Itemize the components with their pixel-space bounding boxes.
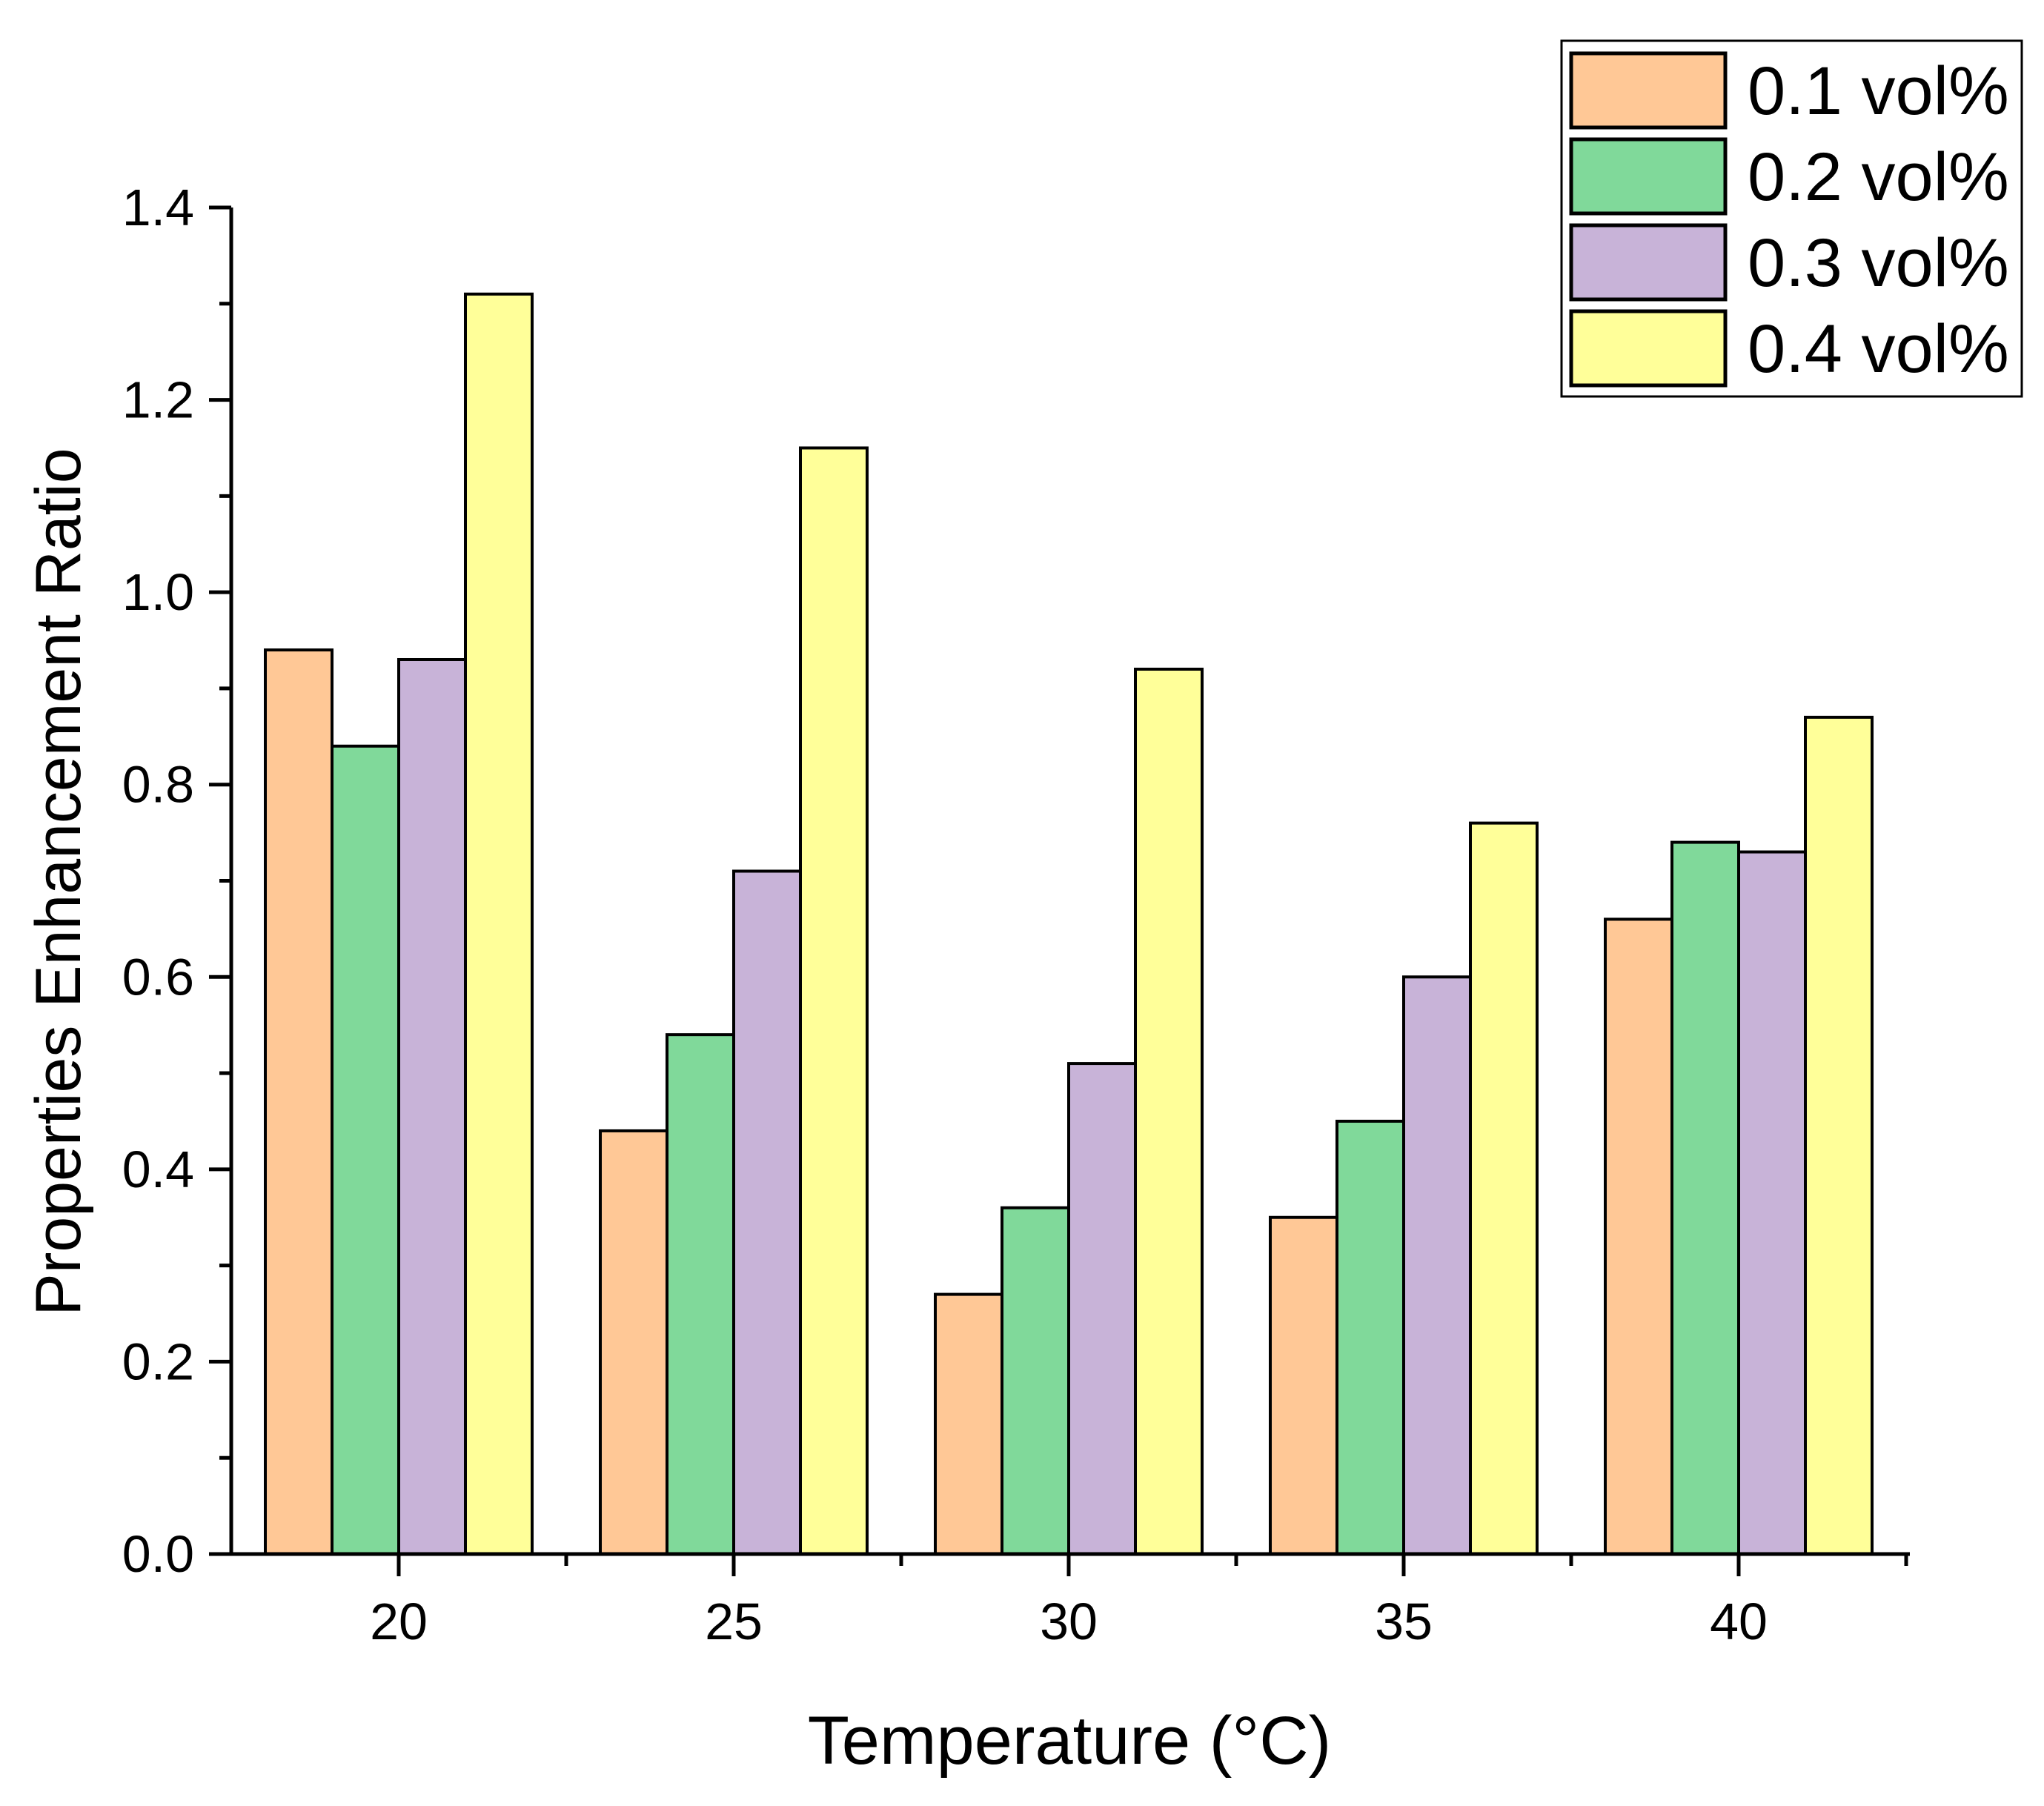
legend: 0.1 vol% 0.2 vol% 0.3 vol% 0.4 vol% bbox=[1560, 39, 2023, 398]
y-tick-label: 1.2 bbox=[122, 371, 194, 429]
tick-labels: 0.0 0.2 0.4 0.6 0.8 1.0 1.2 1.4 20 25 30 35 40 bbox=[122, 179, 1768, 1650]
y-tick-label: 0.4 bbox=[122, 1141, 194, 1198]
bar-20-0-1-vol- bbox=[264, 648, 334, 1556]
y-tick-label: 0.6 bbox=[122, 948, 194, 1006]
bar-35-0-3-vol- bbox=[1402, 975, 1472, 1556]
bar-25-0-4-vol- bbox=[799, 446, 869, 1556]
legend-label: 0.1 vol% bbox=[1748, 53, 2009, 129]
legend-swatch bbox=[1569, 309, 1728, 388]
x-tick-label: 25 bbox=[705, 1593, 763, 1650]
y-tick-label: 1.0 bbox=[122, 563, 194, 621]
legend-label: 0.3 vol% bbox=[1748, 225, 2009, 301]
bar-40-0-2-vol- bbox=[1670, 840, 1740, 1556]
y-axis-title: Properties Enhancement Ratio bbox=[23, 448, 94, 1315]
bar-25-0-3-vol- bbox=[732, 869, 802, 1556]
x-tick-label: 20 bbox=[370, 1593, 428, 1650]
bar-25-0-1-vol- bbox=[599, 1129, 668, 1556]
y-tick-label: 0.2 bbox=[122, 1332, 194, 1390]
bar-20-0-4-vol- bbox=[464, 292, 534, 1556]
bars bbox=[264, 292, 1874, 1556]
bar-40-0-4-vol- bbox=[1804, 715, 1874, 1556]
bar-20-0-3-vol- bbox=[397, 657, 467, 1556]
x-tick-label: 35 bbox=[1375, 1593, 1433, 1650]
bar-35-0-4-vol- bbox=[1469, 821, 1539, 1556]
legend-label: 0.4 vol% bbox=[1748, 311, 2009, 387]
bar-35-0-1-vol- bbox=[1269, 1215, 1338, 1556]
x-axis-title: Temperature (°C) bbox=[808, 1703, 1332, 1779]
bar-30-0-4-vol- bbox=[1134, 667, 1204, 1556]
x-tick-label: 30 bbox=[1040, 1593, 1098, 1650]
y-tick-label: 0.0 bbox=[122, 1525, 194, 1583]
legend-swatch bbox=[1569, 223, 1728, 302]
legend-label: 0.2 vol% bbox=[1748, 139, 2009, 215]
legend-swatch bbox=[1569, 137, 1728, 216]
y-tick-label: 1.4 bbox=[122, 179, 194, 236]
bar-30-0-1-vol- bbox=[934, 1292, 1003, 1556]
bar-30-0-3-vol- bbox=[1067, 1062, 1137, 1556]
bar-35-0-2-vol- bbox=[1335, 1119, 1405, 1556]
axes bbox=[209, 205, 1910, 1576]
bar-20-0-2-vol- bbox=[331, 744, 400, 1556]
bar-25-0-2-vol- bbox=[666, 1033, 735, 1556]
bar-30-0-2-vol- bbox=[1001, 1206, 1070, 1556]
bar-40-0-3-vol- bbox=[1737, 850, 1807, 1556]
y-tick-label: 0.8 bbox=[122, 756, 194, 814]
x-tick-label: 40 bbox=[1710, 1593, 1768, 1650]
bar-40-0-1-vol- bbox=[1604, 917, 1673, 1556]
legend-swatch bbox=[1569, 51, 1728, 130]
